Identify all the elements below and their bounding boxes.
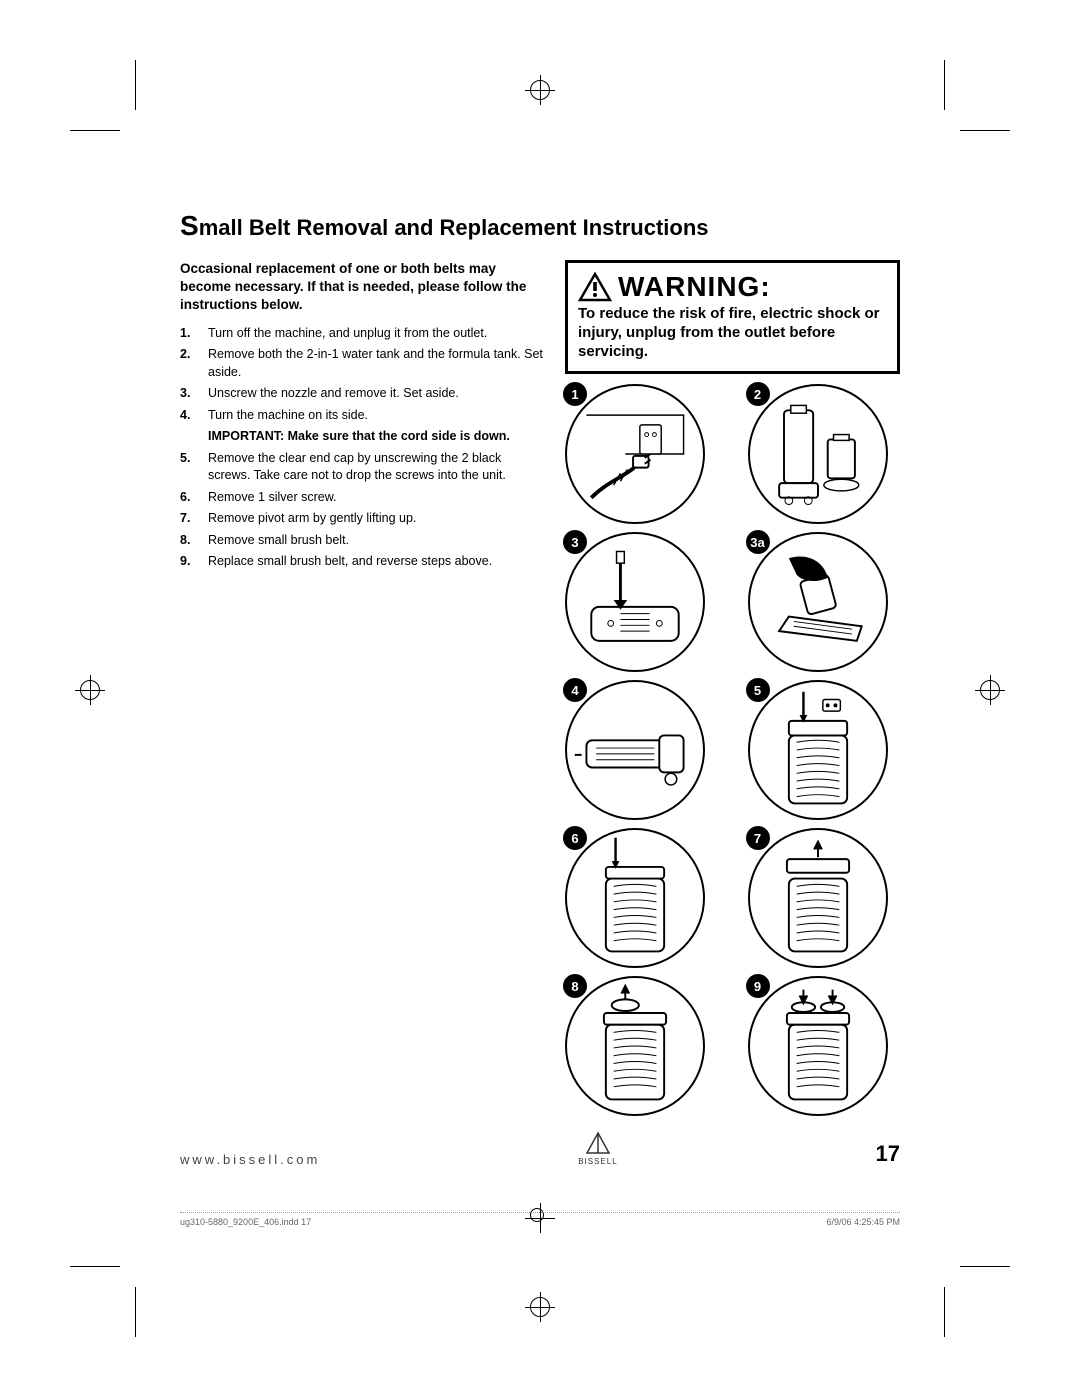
crop-mark: [944, 1287, 945, 1337]
step-item: 2.Remove both the 2-in-1 water tank and …: [180, 346, 545, 381]
print-timestamp: 6/9/06 4:25:45 PM: [826, 1217, 900, 1227]
warning-title: WARNING:: [618, 271, 771, 303]
crop-mark: [944, 60, 945, 110]
crop-mark: [135, 1287, 136, 1337]
figure-8: 8: [565, 976, 705, 1116]
figure-illustration: [565, 828, 705, 968]
step-item: 3.Unscrew the nozzle and remove it. Set …: [180, 385, 545, 403]
figure-illustration: [748, 680, 888, 820]
step-item: 7.Remove pivot arm by gently lifting up.: [180, 510, 545, 528]
figure-illustration: [748, 976, 888, 1116]
registration-mark-icon: [80, 680, 100, 700]
figure-3: 3: [565, 532, 705, 672]
page-footer: www.bissell.com BISSELL 17: [180, 1131, 900, 1167]
footer-url: www.bissell.com: [180, 1152, 320, 1167]
step-item: 8.Remove small brush belt.: [180, 532, 545, 550]
figures-column: WARNING: To reduce the risk of fire, ele…: [565, 260, 900, 1116]
warning-body: To reduce the risk of fire, electric sho…: [578, 305, 887, 361]
figure-illustration: [748, 828, 888, 968]
title-rest: mall Belt Removal and Replacement Instru…: [199, 215, 709, 240]
page-title: Small Belt Removal and Replacement Instr…: [180, 210, 900, 242]
page-number: 17: [876, 1141, 900, 1167]
two-column-layout: Occasional replacement of one or both be…: [180, 260, 900, 1116]
figure-4: 4: [565, 680, 705, 820]
warning-header: WARNING:: [578, 271, 887, 303]
registration-mark-icon: [530, 80, 550, 100]
figure-3a: 3a: [748, 532, 888, 672]
instructions-column: Occasional replacement of one or both be…: [180, 260, 545, 1116]
figure-illustration: [565, 680, 705, 820]
figure-1: 1: [565, 384, 705, 524]
crop-mark: [960, 1266, 1010, 1267]
figure-illustration: [748, 532, 888, 672]
steps-list: 1.Turn off the machine, and unplug it fr…: [180, 325, 545, 571]
figure-2: 2: [748, 384, 888, 524]
figure-7: 7: [748, 828, 888, 968]
warning-triangle-icon: [578, 272, 612, 302]
step-item: 6.Remove 1 silver screw.: [180, 489, 545, 507]
figure-6: 6: [565, 828, 705, 968]
warning-box: WARNING: To reduce the risk of fire, ele…: [565, 260, 900, 374]
figure-badge: 2: [746, 382, 770, 406]
figure-badge: 3: [563, 530, 587, 554]
crop-mark: [960, 130, 1010, 131]
intro-text: Occasional replacement of one or both be…: [180, 260, 545, 315]
crop-mark: [135, 60, 136, 110]
registration-mark-icon: [530, 1297, 550, 1317]
figure-grid: 1: [565, 384, 900, 1116]
print-filename: ug310-5880_9200E_406.indd 17: [180, 1217, 311, 1227]
step-item: 1.Turn off the machine, and unplug it fr…: [180, 325, 545, 343]
step-item: 4.Turn the machine on its side.: [180, 407, 545, 425]
bissell-logo-icon: BISSELL: [578, 1131, 617, 1167]
figure-illustration: [565, 384, 705, 524]
figure-badge: 5: [746, 678, 770, 702]
figure-badge: 7: [746, 826, 770, 850]
step-item: 9.Replace small brush belt, and reverse …: [180, 553, 545, 571]
figure-illustration: [565, 976, 705, 1116]
figure-badge: 4: [563, 678, 587, 702]
figure-badge: 3a: [746, 530, 770, 554]
figure-badge: 8: [563, 974, 587, 998]
step-important: IMPORTANT: Make sure that the cord side …: [180, 428, 545, 446]
figure-badge: 6: [563, 826, 587, 850]
figure-9: 9: [748, 976, 888, 1116]
crop-mark: [70, 1266, 120, 1267]
figure-illustration: [565, 532, 705, 672]
figure-illustration: [748, 384, 888, 524]
figure-badge: 1: [563, 382, 587, 406]
figure-badge: 9: [746, 974, 770, 998]
figure-5: 5: [748, 680, 888, 820]
registration-mark-icon: [980, 680, 1000, 700]
page-content: Small Belt Removal and Replacement Instr…: [180, 210, 900, 1116]
title-cap: S: [180, 210, 199, 241]
step-item: 5.Remove the clear end cap by unscrewing…: [180, 450, 545, 485]
print-metadata: ug310-5880_9200E_406.indd 17 6/9/06 4:25…: [180, 1212, 900, 1227]
crop-mark: [70, 130, 120, 131]
